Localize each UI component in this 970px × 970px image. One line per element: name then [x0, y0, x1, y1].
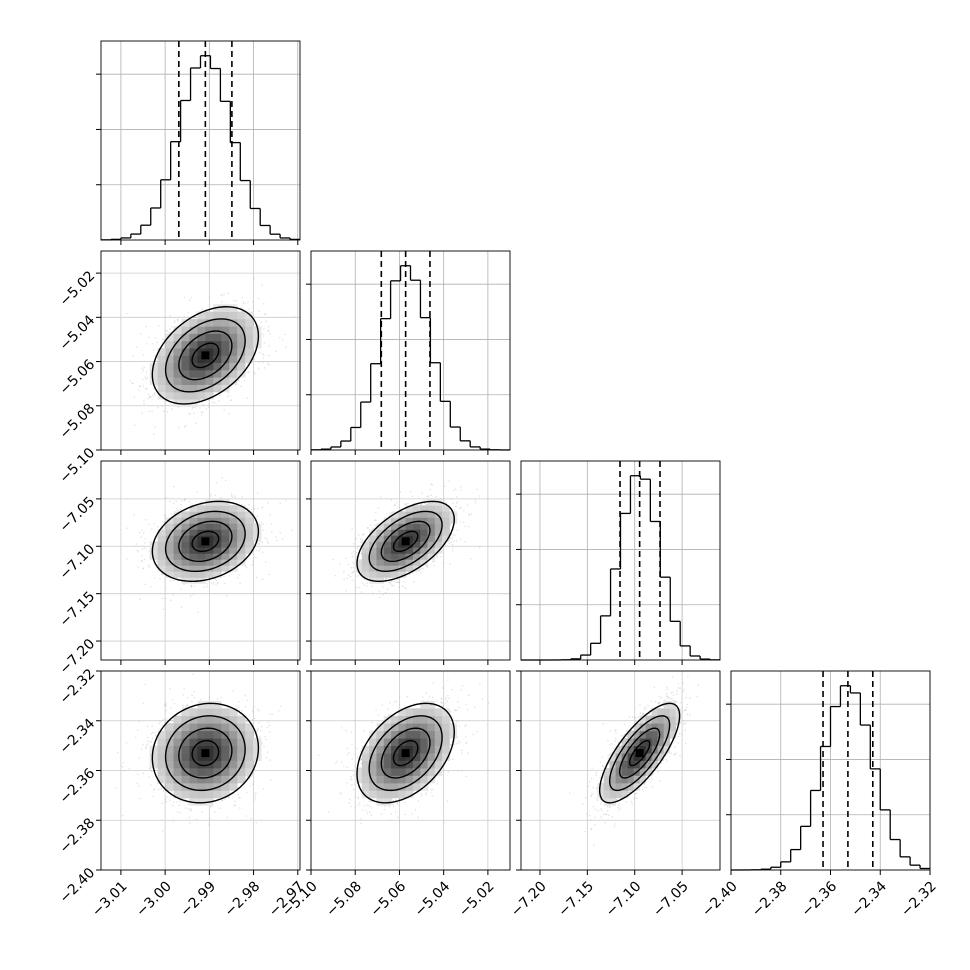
contour-2-0-3: [151, 500, 260, 583]
xtick-label-1-1: −5.08: [323, 878, 365, 920]
contour-3-2-3: [598, 702, 681, 804]
median-marker-2-0: [201, 537, 210, 546]
contour-3-1-0: [392, 739, 419, 767]
outer-wash-2-1: [311, 461, 510, 660]
xtick-label-2-1: −7.15: [555, 878, 597, 920]
contour-1-0-3: [151, 306, 260, 405]
xtick-label-1-4: −5.02: [456, 878, 498, 920]
ytick-label-1-1: −5.08: [57, 401, 99, 443]
contour-3-2-0: [628, 739, 651, 767]
ytick-label-2-3: −7.05: [57, 494, 99, 536]
xtick-label-0-2: −2.99: [177, 878, 219, 920]
xtick-label-2-2: −7.10: [603, 878, 645, 920]
histogram-panel-0: [101, 41, 300, 241]
mark-layer: [101, 41, 930, 871]
panel-frame-2-1: [310, 460, 511, 661]
contour-2-1-1: [380, 520, 431, 563]
outer-wash-2-0: [101, 461, 300, 660]
histogram-panel-1: [311, 251, 510, 451]
histogram-panel-2: [521, 461, 720, 661]
xtick-label-3-1: −2.38: [749, 878, 791, 920]
xtick-label-0-0: −3.01: [89, 878, 131, 920]
density-panel-3-1: [356, 702, 455, 804]
ytick-label-2-2: −7.10: [57, 541, 99, 583]
panel-frame-1-1: [310, 250, 511, 451]
histogram-panel-3: [731, 671, 930, 871]
density-points-2-1: [311, 461, 510, 660]
contour-3-1-2: [368, 715, 443, 792]
outer-wash-3-1: [311, 671, 510, 870]
panel-frame-1-0: [100, 250, 301, 451]
xtick-label-1-3: −5.04: [412, 878, 454, 920]
median-marker-3-1: [401, 749, 410, 758]
contour-1-0-0: [191, 342, 220, 369]
contour-3-0-3: [151, 702, 260, 804]
xtick-label-3-0: −2.40: [699, 878, 741, 920]
panel-frame-2-0: [100, 460, 301, 661]
ytick-label-3-0: −2.40: [57, 865, 99, 907]
contour-2-1-2: [368, 510, 443, 573]
ytick-label-2-1: −7.15: [57, 589, 99, 631]
density-panel-2-1: [356, 500, 455, 583]
xtick-label-3-2: −2.36: [799, 878, 841, 920]
panel-frame-2-2: [520, 460, 721, 661]
contour-3-0-2: [164, 715, 246, 792]
density-points-3-0: [101, 671, 300, 870]
ytick-label-1-2: −5.06: [57, 356, 99, 398]
density-panel-2-0: [151, 500, 260, 583]
xtick-label-0-3: −2.98: [222, 878, 264, 920]
median-marker-1-0: [201, 351, 210, 360]
contour-2-0-0: [191, 530, 220, 553]
median-marker-3-0: [201, 749, 210, 758]
panel-frame-0-0: [100, 40, 301, 241]
ytick-label-1-0: −5.10: [57, 445, 99, 487]
xtick-label-2-0: −7.20: [508, 878, 550, 920]
density-points-3-2: [521, 671, 720, 870]
contour-1-0-2: [164, 318, 246, 393]
ytick-label-1-3: −5.04: [57, 312, 99, 354]
xtick-label-3-3: −2.34: [848, 878, 890, 920]
outer-wash-3-2: [521, 671, 720, 870]
median-marker-2-1: [401, 537, 410, 546]
density-points-3-1: [311, 671, 510, 870]
density-panel-1-0: [151, 306, 260, 405]
contour-2-0-1: [178, 520, 233, 563]
density-panel-3-2: [598, 702, 681, 804]
outer-wash-1-0: [101, 251, 300, 450]
contour-3-0-0: [191, 739, 220, 767]
xtick-label-1-2: −5.06: [368, 878, 410, 920]
xtick-label-0-1: −3.00: [133, 878, 175, 920]
median-marker-3-2: [635, 749, 644, 758]
contour-1-0-1: [178, 330, 233, 381]
ytick-label-1-4: −5.02: [57, 268, 99, 310]
ytick-label-3-2: −2.36: [57, 765, 99, 807]
xtick-label-2-3: −7.05: [650, 878, 692, 920]
outer-wash-3-0: [101, 671, 300, 870]
contour-2-1-3: [356, 500, 455, 583]
contour-3-2-2: [608, 715, 671, 792]
density-points-1-0: [101, 251, 300, 450]
contour-3-1-3: [356, 702, 455, 804]
xtick-label-3-4: −2.32: [898, 878, 940, 920]
ytick-label-3-3: −2.34: [57, 716, 99, 758]
contour-2-0-2: [164, 510, 246, 573]
ytick-label-3-1: −2.38: [57, 815, 99, 857]
density-points-2-0: [101, 461, 300, 660]
contour-3-2-1: [618, 727, 661, 779]
contour-2-1-0: [392, 530, 419, 553]
density-panel-3-0: [151, 702, 260, 804]
contour-3-0-1: [178, 727, 233, 779]
contour-3-1-1: [380, 727, 431, 779]
